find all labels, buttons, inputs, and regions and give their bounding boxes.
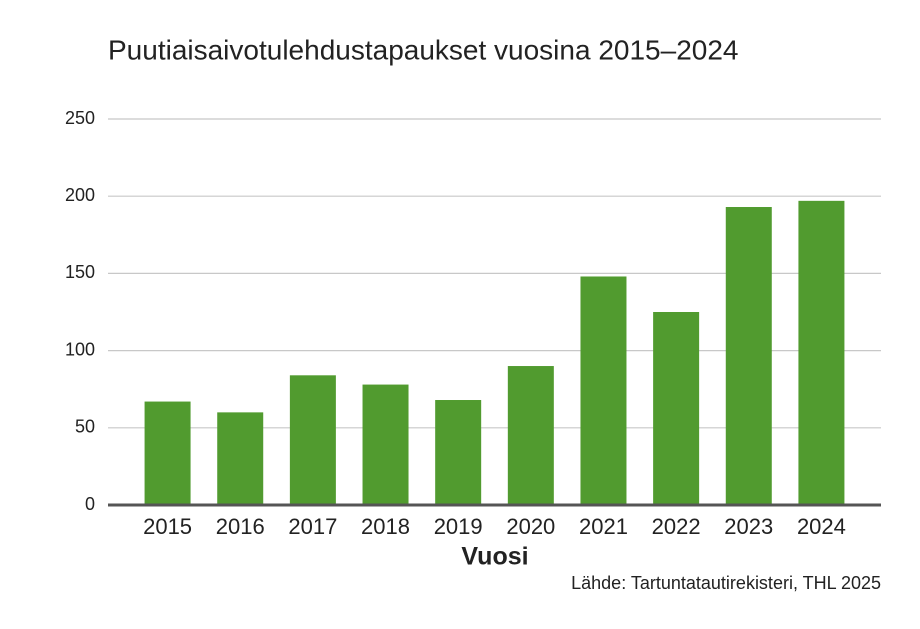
bar: [362, 384, 409, 505]
y-tick-label: 100: [65, 339, 95, 359]
x-tick-label: 2024: [797, 514, 846, 539]
x-tick-label: 2019: [434, 514, 483, 539]
y-tick-label: 0: [85, 494, 95, 514]
x-tick-label: 2017: [288, 514, 337, 539]
x-tick-label: 2015: [143, 514, 192, 539]
bar: [289, 375, 336, 505]
y-tick-label: 50: [75, 417, 95, 437]
x-axis-label: Vuosi: [461, 543, 528, 571]
bar: [144, 401, 191, 505]
bar: [217, 412, 264, 505]
x-tick-label: 2022: [652, 514, 701, 539]
y-tick-label: 150: [65, 262, 95, 282]
x-tick-label: 2023: [724, 514, 773, 539]
source-note: Lähde: Tartuntatautirekisteri, THL 2025: [571, 573, 881, 593]
x-tick-label: 2021: [579, 514, 628, 539]
bar: [798, 200, 845, 505]
bar: [507, 366, 554, 505]
bar: [653, 312, 700, 505]
y-tick-label: 200: [65, 185, 95, 205]
bar: [725, 207, 772, 505]
x-tick-label: 2016: [216, 514, 265, 539]
bar: [580, 276, 627, 505]
chart-title: Puutiaisaivotulehdustapaukset vuosina 20…: [108, 34, 738, 65]
x-tick-label: 2018: [361, 514, 410, 539]
y-tick-label: 250: [65, 108, 95, 128]
bar: [435, 400, 482, 505]
x-tick-label: 2020: [506, 514, 555, 539]
